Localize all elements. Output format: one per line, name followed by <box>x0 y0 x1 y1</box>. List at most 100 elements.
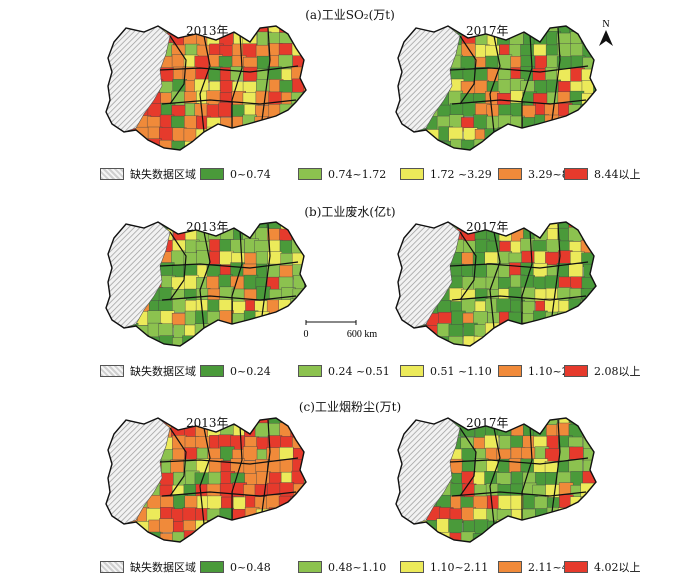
map-region <box>124 152 138 155</box>
map-region <box>231 531 246 542</box>
map-region <box>268 323 283 338</box>
map-region <box>106 222 115 230</box>
map-region <box>522 349 536 351</box>
year-label-2017-wastewater: 2017年 <box>466 220 509 234</box>
legend-swatch <box>200 365 224 377</box>
map-region <box>305 116 306 131</box>
map-region <box>474 67 489 82</box>
map-region <box>438 543 452 547</box>
map-region <box>424 140 439 150</box>
map-region <box>268 532 284 542</box>
legend-swatch <box>400 168 424 180</box>
map-region <box>415 153 429 155</box>
map-region <box>581 506 596 521</box>
map-region <box>439 347 453 351</box>
map-region <box>304 226 306 242</box>
map-region <box>582 335 596 346</box>
map-region <box>533 544 547 547</box>
map-region <box>523 153 537 155</box>
legend-wastewater: 缺失数据区域 0~0.24 0.24 ~0.51 0.51 ~1.10 1.10~2.0… <box>100 363 641 379</box>
legend-item: 1.10~2.11 <box>400 559 488 575</box>
map-region <box>521 313 536 328</box>
legend-swatch <box>100 168 124 180</box>
map-region <box>401 530 417 542</box>
province-boundary <box>451 295 587 301</box>
map-region <box>522 322 538 337</box>
map-region <box>558 152 572 155</box>
map-region <box>161 151 175 155</box>
map-region <box>147 310 162 325</box>
map-region <box>232 349 246 351</box>
legend-item: 0.48~1.10 <box>298 559 386 575</box>
scale-bar: 0 600 km <box>300 318 380 340</box>
map-region <box>292 115 306 130</box>
map-region <box>485 26 501 35</box>
map-region <box>256 324 272 340</box>
province-boundary <box>161 491 297 497</box>
map-region <box>291 532 306 542</box>
map-region <box>243 545 257 547</box>
map-region <box>256 349 270 351</box>
map-region <box>244 151 258 155</box>
map-region <box>496 519 512 535</box>
map-region <box>396 26 404 35</box>
map-region <box>303 288 306 303</box>
map-region <box>182 418 197 427</box>
legend-dust: 缺失数据区域 0~0.48 0.48~1.10 1.10~2.11 2.11~4.02 4… <box>100 559 641 575</box>
map-region <box>304 153 310 155</box>
map-region <box>172 26 187 34</box>
map-region <box>254 520 269 535</box>
map-region <box>486 152 500 155</box>
province-boundary <box>521 425 533 520</box>
map-region <box>230 458 245 473</box>
map-region <box>582 543 596 547</box>
legend-label: 0~0.74 <box>230 167 271 181</box>
map-region <box>303 222 306 232</box>
map-region <box>232 140 248 150</box>
map-region <box>195 530 211 542</box>
map-region <box>497 349 511 351</box>
map-region <box>267 116 282 132</box>
map-region <box>523 520 538 535</box>
legend-swatch <box>564 561 588 573</box>
map-region <box>592 288 596 303</box>
map-region <box>594 222 596 232</box>
map-region <box>402 140 417 150</box>
province-boundary <box>199 35 211 133</box>
map-region <box>124 140 140 150</box>
map-region <box>221 324 236 340</box>
map-region <box>279 482 295 497</box>
map-region <box>570 129 585 144</box>
map-region <box>521 336 536 346</box>
map-region <box>580 418 596 428</box>
region-outline <box>105 221 307 347</box>
legend-label: 0.74~1.72 <box>328 167 387 181</box>
map-region <box>569 520 584 535</box>
map-region <box>111 545 125 547</box>
map-region <box>242 446 258 461</box>
map-region <box>267 313 283 328</box>
map-region <box>582 324 596 340</box>
legend-item: 缺失数据区域 <box>100 363 196 379</box>
map-region <box>593 265 596 280</box>
province-boundary <box>551 223 561 317</box>
map-region <box>594 56 596 72</box>
province-boundary <box>489 35 501 133</box>
map-region <box>396 520 405 535</box>
province-boundary <box>489 231 501 329</box>
legend-item: 0.51 ~1.10 <box>400 363 492 379</box>
map-region <box>182 222 198 231</box>
legend-item: 8.44以上 <box>564 166 641 182</box>
map-region <box>291 128 306 143</box>
map-region <box>292 222 306 231</box>
legend-label: 2.08以上 <box>594 365 641 378</box>
map-region <box>219 152 233 155</box>
map-region <box>303 436 306 452</box>
map-region <box>474 26 489 35</box>
province-boundary <box>261 419 271 513</box>
map-dust-2013 <box>105 417 307 547</box>
map-region <box>207 347 221 351</box>
map-region <box>303 447 306 462</box>
map-region <box>303 128 306 143</box>
province-boundary <box>261 27 271 121</box>
